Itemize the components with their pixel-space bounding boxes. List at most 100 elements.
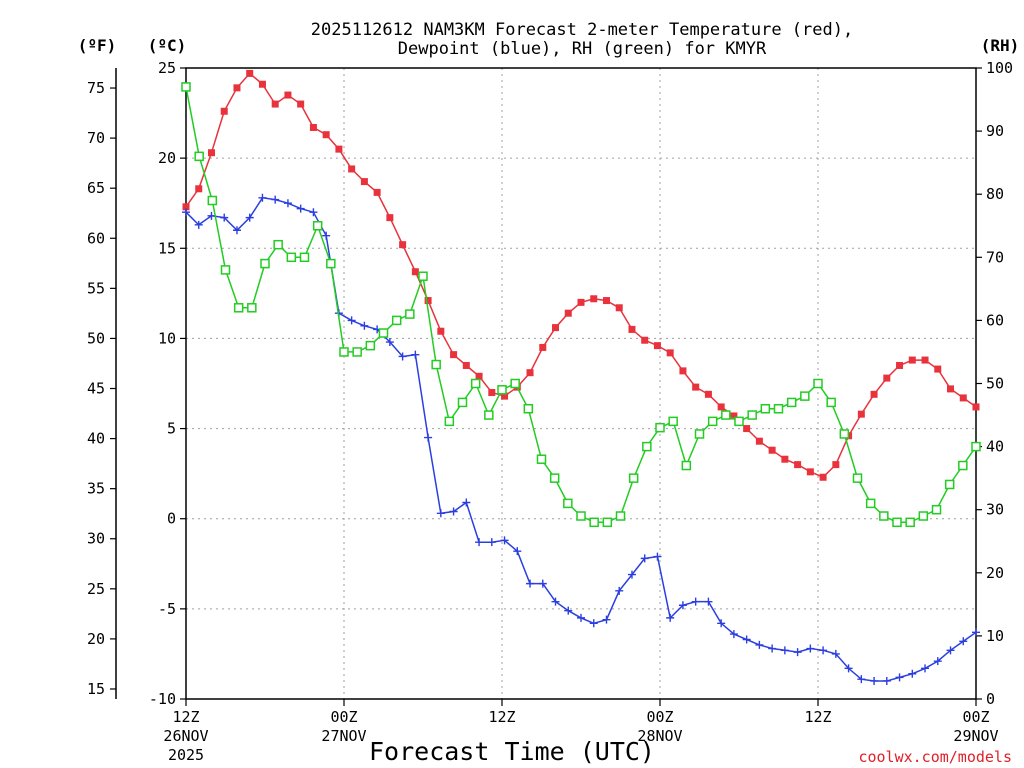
dewpoint-point <box>526 579 535 588</box>
rh-point <box>655 422 665 433</box>
temperature-point <box>870 390 878 398</box>
temperature-point <box>348 165 356 173</box>
rh-axis-label: (RH) <box>981 36 1020 55</box>
rh-point <box>721 410 731 420</box>
dewpoint-point <box>296 204 305 213</box>
temperature-point <box>794 461 802 469</box>
temperature-point <box>411 268 419 276</box>
rh-point <box>839 429 850 439</box>
rh-point <box>642 441 652 452</box>
rh-tick-label: 10 <box>986 627 1004 645</box>
series-0 <box>182 69 980 481</box>
dewpoint-point <box>322 231 331 240</box>
dewpoint-point <box>577 613 585 622</box>
celsius-tick-label: 5 <box>167 420 176 438</box>
temperature-point <box>577 298 585 306</box>
temperature-point <box>233 84 241 92</box>
rh-point <box>444 416 455 427</box>
temperature-point <box>450 351 458 359</box>
dewpoint-point <box>806 644 815 653</box>
dewpoint-point <box>729 630 738 639</box>
rh-point <box>944 479 955 490</box>
dewpoint-point <box>538 579 547 588</box>
temperature-point <box>590 295 598 303</box>
celsius-axis-label: (ºC) <box>148 36 187 55</box>
temperature-point <box>437 327 445 335</box>
dewpoint-point <box>436 509 445 518</box>
dewpoint-point <box>283 199 292 208</box>
rh-point <box>971 441 981 452</box>
temperature-point <box>258 80 266 88</box>
rh-point <box>773 403 784 414</box>
rh-point <box>365 340 376 351</box>
dewpoint-point <box>245 213 254 222</box>
rh-point <box>865 498 876 509</box>
dewpoint-point <box>462 498 471 507</box>
celsius-tick-label: 20 <box>158 149 176 167</box>
dewpoint-point <box>615 586 624 595</box>
temperature-point <box>908 356 916 364</box>
dewpoint-point <box>385 338 394 347</box>
rh-point <box>484 410 494 420</box>
dewpoint-point <box>182 208 190 217</box>
dewpoint-point <box>640 554 649 563</box>
rh-point <box>194 151 204 162</box>
temperature-point <box>501 392 509 400</box>
rh-tick-label: 20 <box>986 564 1004 582</box>
series-line <box>185 196 977 682</box>
temperature-point <box>934 365 942 373</box>
dewpoint-point <box>717 619 726 628</box>
rh-point <box>826 397 836 408</box>
rh-point <box>523 403 534 414</box>
dewpoint-point <box>411 350 420 359</box>
fahrenheit-tick-label: 60 <box>87 229 105 247</box>
rh-tick-label: 40 <box>986 438 1004 456</box>
dewpoint-point <box>857 675 866 684</box>
celsius-tick-label: 0 <box>167 510 176 528</box>
rh-point <box>628 473 639 483</box>
dewpoint-point <box>946 646 955 655</box>
rh-point <box>892 517 902 528</box>
dewpoint-point <box>602 615 611 624</box>
temperature-point <box>679 367 687 375</box>
x-axis-title: Forecast Time (UTC) <box>369 737 655 766</box>
dewpoint-point <box>475 538 484 547</box>
rh-point <box>786 397 797 408</box>
temperature-point <box>628 325 636 333</box>
celsius-tick-label: 15 <box>158 239 176 257</box>
dewpoint-point <box>627 570 636 579</box>
dewpoint-point <box>232 226 241 235</box>
time-tick-label: 12Z <box>172 708 199 726</box>
temperature-point <box>386 214 394 222</box>
rh-point <box>431 359 441 370</box>
rh-point <box>312 221 323 231</box>
dewpoint-point <box>653 552 662 561</box>
rh-point <box>352 347 362 357</box>
dewpoint-point <box>844 664 853 673</box>
dewpoint-point <box>768 644 777 653</box>
rh-tick-label: 80 <box>986 185 1004 203</box>
temperature-point <box>246 69 254 77</box>
fahrenheit-tick-label: 65 <box>87 179 105 197</box>
time-tick-label: 00Z <box>962 708 989 726</box>
temperature-point <box>297 100 305 108</box>
dewpoint-point <box>959 637 968 646</box>
fahrenheit-axis-label: (ºF) <box>78 36 117 55</box>
temperature-point <box>602 297 610 305</box>
dewpoint-point <box>551 597 560 606</box>
dewpoint-point <box>704 597 713 606</box>
time-tick-label: 28NOV <box>637 727 682 745</box>
dewpoint-point <box>921 664 930 673</box>
dewpoint-point <box>309 208 318 217</box>
temperature-point <box>373 188 381 196</box>
rh-tick-label: 70 <box>986 248 1004 266</box>
time-tick-label: 12Z <box>804 708 831 726</box>
dewpoint-point <box>347 316 356 325</box>
dewpoint-point <box>933 657 942 666</box>
temperature-point <box>424 297 432 305</box>
dewpoint-point <box>589 619 598 628</box>
dewpoint-point <box>831 649 840 658</box>
dewpoint-point <box>691 597 700 606</box>
rh-point <box>536 454 547 464</box>
